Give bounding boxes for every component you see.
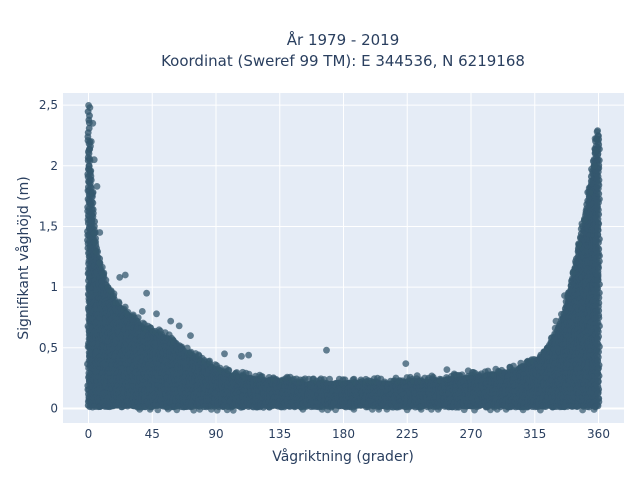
data-point: [121, 303, 129, 311]
data-point: [134, 314, 142, 321]
data-point: [89, 189, 96, 197]
data-point: [85, 150, 93, 158]
data-point: [92, 238, 100, 246]
data-point: [225, 366, 233, 374]
data-point: [124, 308, 132, 316]
data-point: [206, 357, 214, 365]
data-point: [93, 248, 100, 256]
data-point: [87, 167, 95, 175]
data-point: [91, 218, 98, 225]
data-point: [98, 263, 106, 271]
data-point: [90, 230, 98, 237]
data-point: [100, 270, 107, 278]
data-point: [110, 292, 118, 300]
scatter-points: [84, 102, 603, 414]
data-point: [115, 299, 123, 307]
